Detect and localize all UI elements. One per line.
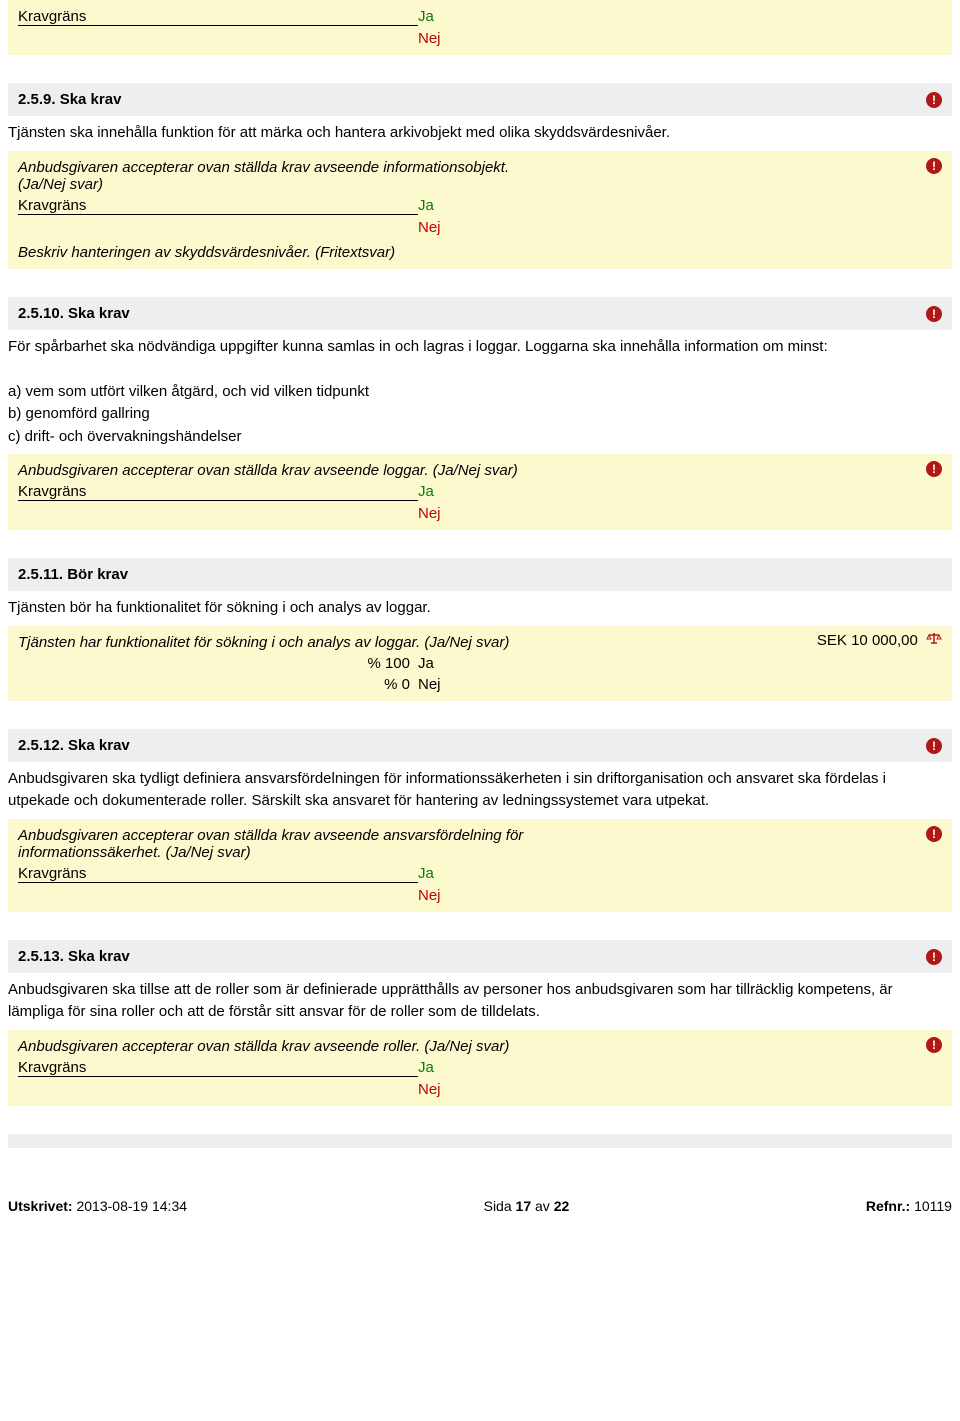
answer-ja: Ja [418, 1059, 478, 1076]
alert-icon: ! [926, 949, 942, 965]
answer-ja: Ja [418, 655, 478, 672]
section-title: 2.5.13. Ska krav [18, 948, 926, 965]
alert-icon: ! [926, 461, 942, 477]
kravgrans-label: Kravgräns [18, 8, 418, 26]
kravgrans-label: Kravgräns [18, 1059, 418, 1077]
page-footer: Utskrivet: 2013-08-19 14:34 Sida 17 av 2… [0, 1188, 960, 1224]
alert-icon: ! [926, 738, 942, 754]
answer-ja: Ja [418, 197, 478, 214]
kravgrans-label: Kravgräns [18, 865, 418, 883]
alert-icon: ! [926, 158, 942, 174]
utskrivet-label: Utskrivet: [8, 1198, 73, 1214]
alert-icon: ! [926, 92, 942, 108]
panel-2510: Anbudsgivaren accepterar ovan ställda kr… [8, 454, 952, 530]
scale-icon [926, 632, 942, 650]
price-text: SEK 10 000,00 [817, 632, 918, 649]
answer-ja: Ja [418, 865, 478, 882]
footer-center: Sida 17 av 22 [484, 1198, 570, 1214]
section-title: 2.5.12. Ska krav [18, 737, 926, 754]
prompt-text: Anbudsgivaren accepterar ovan ställda kr… [18, 157, 538, 195]
kravgrans-label: Kravgräns [18, 197, 418, 215]
section-header-2510: 2.5.10. Ska krav ! [8, 297, 952, 330]
section-body: Tjänsten ska innehålla funktion för att … [8, 116, 952, 151]
section-body: Anbudsgivaren ska tillse att de roller s… [8, 973, 952, 1030]
kravgrans-label: Kravgräns [18, 483, 418, 501]
utskrivet-value: 2013-08-19 14:34 [76, 1198, 187, 1214]
answer-nej: Nej [418, 1081, 478, 1098]
section-title: 2.5.11. Bör krav [18, 566, 942, 583]
answer-nej: Nej [418, 887, 478, 904]
answer-nej: Nej [418, 219, 478, 236]
alert-icon: ! [926, 1037, 942, 1053]
body-line: För spårbarhet ska nödvändiga uppgifter … [8, 336, 942, 359]
prompt-text: Tjänsten har funktionalitet för sökning … [18, 632, 578, 653]
section-header-2511: 2.5.11. Bör krav [8, 558, 952, 591]
percent-100: % 100 [18, 655, 418, 672]
sida-prefix: Sida [484, 1198, 512, 1214]
body-line: a) vem som utfört vilken åtgärd, och vid… [8, 381, 942, 404]
footer-gray-bar [8, 1134, 952, 1148]
answer-nej: Nej [418, 505, 478, 522]
answer-nej: Nej [418, 676, 478, 693]
panel-2513: Anbudsgivaren accepterar ovan ställda kr… [8, 1030, 952, 1106]
alert-icon: ! [926, 826, 942, 842]
prompt-text: Anbudsgivaren accepterar ovan ställda kr… [18, 825, 538, 863]
sida-current: 17 [516, 1198, 532, 1214]
section-header-2513: 2.5.13. Ska krav ! [8, 940, 952, 973]
prompt-text: Anbudsgivaren accepterar ovan ställda kr… [18, 1036, 578, 1057]
section-body: Tjänsten bör ha funktionalitet för sökni… [8, 591, 952, 626]
answer-nej: Nej [418, 30, 478, 47]
refnr-label: Refnr.: [866, 1198, 910, 1214]
section-title: 2.5.9. Ska krav [18, 91, 926, 108]
section-header-2512: 2.5.12. Ska krav ! [8, 729, 952, 762]
footer-left: Utskrivet: 2013-08-19 14:34 [8, 1198, 187, 1214]
body-line: b) genomförd gallring [8, 403, 942, 426]
section-title: 2.5.10. Ska krav [18, 305, 926, 322]
section-header-259: 2.5.9. Ska krav ! [8, 83, 952, 116]
answer-ja: Ja [418, 8, 478, 25]
answer-ja: Ja [418, 483, 478, 500]
percent-0: % 0 [18, 676, 418, 693]
panel-top: Kravgräns Ja Nej [8, 0, 952, 55]
sida-total: 22 [554, 1198, 570, 1214]
panel-2512: Anbudsgivaren accepterar ovan ställda kr… [8, 819, 952, 912]
body-line: c) drift- och övervakningshändelser [8, 426, 942, 449]
footer-right: Refnr.: 10119 [866, 1198, 952, 1214]
alert-icon: ! [926, 306, 942, 322]
panel-259: Anbudsgivaren accepterar ovan ställda kr… [8, 151, 952, 269]
refnr-value: 10119 [914, 1198, 952, 1214]
section-body: Anbudsgivaren ska tydligt definiera ansv… [8, 762, 952, 819]
prompt-text: Anbudsgivaren accepterar ovan ställda kr… [18, 460, 578, 481]
section-body: För spårbarhet ska nödvändiga uppgifter … [8, 330, 952, 455]
panel-2511: Tjänsten har funktionalitet för sökning … [8, 626, 952, 701]
sida-mid: av [535, 1198, 550, 1214]
extra-prompt: Beskriv hanteringen av skyddsvärdesnivåe… [18, 242, 942, 263]
page-content: Kravgräns Ja Nej 2.5.9. Ska krav ! Tjäns… [0, 0, 960, 1148]
